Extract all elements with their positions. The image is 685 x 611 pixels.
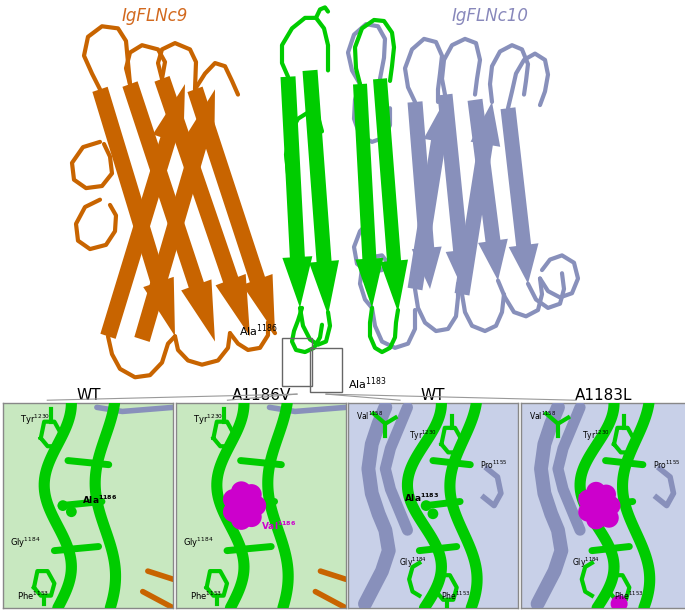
FancyArrow shape — [101, 84, 185, 339]
Point — [601, 512, 612, 522]
FancyArrow shape — [155, 76, 250, 336]
Point — [236, 487, 247, 497]
Point — [228, 494, 239, 504]
Point — [246, 512, 257, 522]
Text: $\mathbf{Ala^{1186}}$: $\mathbf{Ala^{1186}}$ — [82, 493, 117, 506]
FancyArrow shape — [468, 99, 508, 280]
Text: A1183L: A1183L — [575, 388, 632, 403]
Text: Tyr$^{1230}$: Tyr$^{1230}$ — [409, 429, 437, 443]
Bar — [310, 348, 342, 392]
Text: Pro$^{1155}$: Pro$^{1155}$ — [653, 458, 681, 471]
Point — [427, 509, 438, 519]
Text: Gly$^{1184}$: Gly$^{1184}$ — [10, 535, 40, 550]
FancyArrow shape — [134, 89, 215, 342]
Point — [590, 487, 601, 497]
Point — [236, 514, 247, 524]
Point — [58, 501, 68, 511]
Text: Val$^{1158}$: Val$^{1158}$ — [529, 409, 556, 422]
FancyArrow shape — [281, 76, 312, 308]
FancyArrow shape — [188, 87, 275, 333]
FancyArrow shape — [438, 93, 475, 295]
Text: Phe$^{1153}$: Phe$^{1153}$ — [190, 590, 222, 602]
Text: $\mathbf{Ala^{1183}}$: $\mathbf{Ala^{1183}}$ — [404, 491, 439, 503]
FancyArrow shape — [123, 81, 215, 342]
Text: Gly$^{1184}$: Gly$^{1184}$ — [399, 556, 427, 570]
Text: WT: WT — [421, 388, 445, 403]
FancyArrow shape — [501, 108, 538, 284]
FancyArrow shape — [455, 102, 500, 296]
Point — [228, 507, 239, 517]
Point — [590, 514, 601, 524]
FancyArrow shape — [303, 70, 339, 315]
Point — [251, 501, 262, 511]
Point — [603, 513, 614, 523]
FancyArrow shape — [373, 78, 408, 312]
Text: Ala$^{1183}$: Ala$^{1183}$ — [348, 375, 387, 392]
Text: Tyr$^{1230}$: Tyr$^{1230}$ — [21, 412, 51, 427]
FancyArrow shape — [353, 84, 384, 308]
Text: IgFLNc9: IgFLNc9 — [122, 7, 188, 25]
Text: A1186V: A1186V — [232, 388, 291, 403]
Text: WT: WT — [76, 388, 101, 403]
Point — [238, 501, 249, 511]
Point — [601, 489, 612, 499]
Text: Tyr$^{1230}$: Tyr$^{1230}$ — [193, 412, 223, 427]
Text: Pro$^{1155}$: Pro$^{1155}$ — [480, 458, 508, 471]
Point — [582, 507, 593, 517]
Point — [66, 507, 77, 517]
Point — [582, 494, 593, 504]
Text: Phe$^{1153}$: Phe$^{1153}$ — [441, 590, 471, 602]
Text: Phe$^{1153}$: Phe$^{1153}$ — [614, 590, 643, 602]
FancyArrow shape — [408, 101, 442, 289]
Point — [421, 501, 432, 511]
Text: Phe$^{1153}$: Phe$^{1153}$ — [17, 590, 49, 602]
Point — [605, 501, 616, 511]
Bar — [282, 338, 312, 386]
Text: Tyr$^{1230}$: Tyr$^{1230}$ — [582, 429, 610, 443]
Text: IgFLNc10: IgFLNc10 — [451, 7, 529, 25]
Text: Gly$^{1184}$: Gly$^{1184}$ — [571, 556, 599, 570]
Point — [614, 599, 625, 609]
Text: $\mathbf{Leu^{1183}}$: $\mathbf{Leu^{1183}}$ — [577, 491, 614, 503]
Text: $\mathbf{Val^{1186}}$: $\mathbf{Val^{1186}}$ — [261, 520, 297, 532]
FancyArrow shape — [92, 87, 175, 336]
Text: Ala$^{1186}$: Ala$^{1186}$ — [239, 323, 278, 340]
FancyArrow shape — [408, 100, 453, 290]
Point — [593, 501, 604, 511]
Text: Val$^{1158}$: Val$^{1158}$ — [356, 409, 384, 422]
Text: Gly$^{1184}$: Gly$^{1184}$ — [183, 535, 213, 550]
Point — [246, 489, 257, 499]
